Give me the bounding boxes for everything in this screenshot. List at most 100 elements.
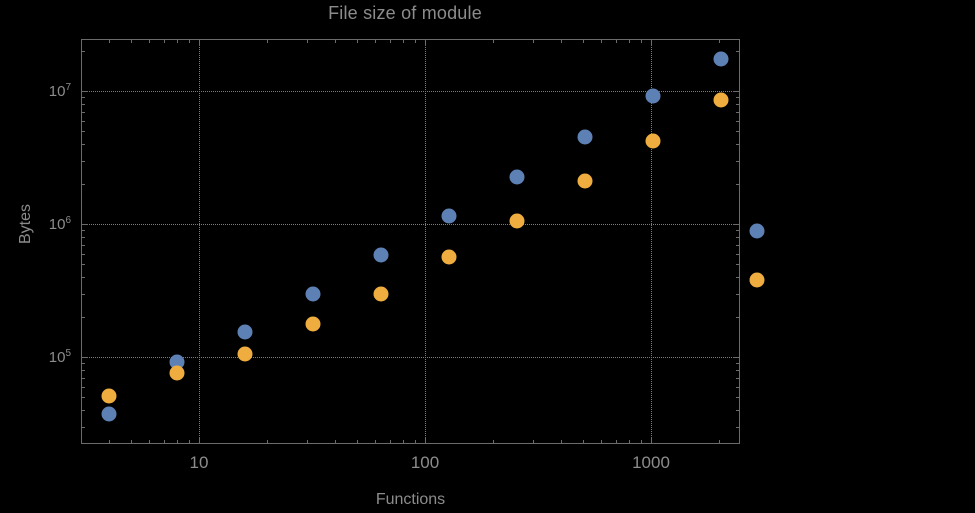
- tick-x-top-10: [199, 39, 200, 46]
- tick-x-9: [188, 440, 190, 444]
- tick-x-4: [109, 440, 111, 444]
- ytick-label-100000: 105: [48, 348, 71, 366]
- plot-area: [81, 39, 740, 444]
- tick-x-7: [163, 440, 165, 444]
- data-point: [373, 247, 389, 263]
- tick-x-top-100: [425, 39, 426, 46]
- tick-y-right-200000: [736, 316, 740, 318]
- data-point: [441, 208, 457, 224]
- tick-x-top-60: [374, 39, 376, 43]
- tick-x-60: [374, 440, 376, 444]
- gridline-y-100000: [81, 357, 740, 358]
- tick-y-right-900000: [736, 230, 740, 232]
- data-point: [749, 223, 765, 239]
- data-point: [101, 406, 117, 422]
- data-point: [441, 249, 457, 265]
- tick-x-90: [414, 440, 416, 444]
- data-point: [645, 133, 661, 149]
- y-axis-label: Bytes: [17, 204, 34, 245]
- tick-y-400000: [81, 276, 85, 278]
- tick-x-40: [335, 440, 337, 444]
- tick-x-300: [532, 440, 534, 444]
- tick-x-top-400: [561, 39, 563, 43]
- tick-x-600: [600, 440, 602, 444]
- tick-x-top-30: [306, 39, 308, 43]
- data-point: [373, 286, 389, 302]
- tick-x-top-700: [615, 39, 617, 43]
- tick-y-3000000: [81, 160, 85, 162]
- tick-y-right-4000000: [736, 143, 740, 145]
- tick-x-2000: [719, 440, 721, 444]
- tick-y-20000000: [81, 50, 85, 52]
- data-point: [713, 92, 729, 108]
- tick-y-right-800000: [736, 236, 740, 238]
- tick-y-1000000: [81, 224, 88, 225]
- tick-y-right-100000: [733, 357, 740, 358]
- tick-y-right-2000000: [736, 183, 740, 185]
- tick-x-6: [148, 440, 150, 444]
- tick-y-80000: [81, 369, 85, 371]
- tick-x-400: [561, 440, 563, 444]
- tick-y-5000000: [81, 131, 85, 133]
- tick-x-top-8: [177, 39, 179, 43]
- tick-x-10: [199, 437, 200, 444]
- tick-x-top-1000: [651, 39, 652, 46]
- tick-x-top-7: [163, 39, 165, 43]
- data-point: [169, 365, 185, 381]
- tick-y-right-10000000: [733, 91, 740, 92]
- tick-x-500: [582, 440, 584, 444]
- data-point: [749, 272, 765, 288]
- tick-y-right-400000: [736, 276, 740, 278]
- tick-y-300000: [81, 293, 85, 295]
- tick-y-right-60000: [736, 386, 740, 388]
- tick-y-70000: [81, 377, 85, 379]
- tick-x-top-600: [600, 39, 602, 43]
- tick-y-60000: [81, 386, 85, 388]
- tick-y-100000: [81, 357, 88, 358]
- data-point: [577, 129, 593, 145]
- tick-x-5: [130, 440, 132, 444]
- tick-x-70: [389, 440, 391, 444]
- tick-y-right-700000: [736, 244, 740, 246]
- tick-x-top-800: [629, 39, 631, 43]
- tick-y-8000000: [81, 103, 85, 105]
- plot-frame: [81, 39, 740, 444]
- gridline-x-10: [199, 39, 200, 444]
- ytick-label-1000000: 106: [48, 215, 71, 233]
- tick-y-4000000: [81, 143, 85, 145]
- tick-x-1000: [651, 437, 652, 444]
- tick-x-200: [493, 440, 495, 444]
- tick-x-top-500: [582, 39, 584, 43]
- tick-x-100: [425, 437, 426, 444]
- tick-y-right-300000: [736, 293, 740, 295]
- tick-y-700000: [81, 244, 85, 246]
- gridline-y-10000000: [81, 91, 740, 92]
- tick-y-right-8000000: [736, 103, 740, 105]
- tick-x-top-6: [148, 39, 150, 43]
- xtick-label-10: 10: [189, 453, 209, 472]
- tick-x-top-4: [109, 39, 111, 43]
- tick-x-top-80: [403, 39, 405, 43]
- tick-y-right-20000000: [736, 50, 740, 52]
- tick-y-right-7000000: [736, 111, 740, 113]
- tick-y-right-70000: [736, 377, 740, 379]
- tick-x-50: [356, 440, 358, 444]
- tick-x-top-70: [389, 39, 391, 43]
- tick-x-top-900: [640, 39, 642, 43]
- tick-x-top-2000: [719, 39, 721, 43]
- tick-y-500000: [81, 264, 85, 266]
- tick-y-right-50000: [736, 397, 740, 399]
- tick-y-30000: [81, 426, 85, 428]
- tick-y-6000000: [81, 120, 85, 122]
- tick-y-right-90000: [736, 363, 740, 365]
- tick-y-800000: [81, 236, 85, 238]
- tick-x-800: [629, 440, 631, 444]
- tick-y-40000: [81, 409, 85, 411]
- tick-x-top-90: [414, 39, 416, 43]
- tick-x-30: [306, 440, 308, 444]
- tick-y-900000: [81, 230, 85, 232]
- tick-x-top-50: [356, 39, 358, 43]
- tick-x-top-5: [130, 39, 132, 43]
- tick-y-90000: [81, 363, 85, 365]
